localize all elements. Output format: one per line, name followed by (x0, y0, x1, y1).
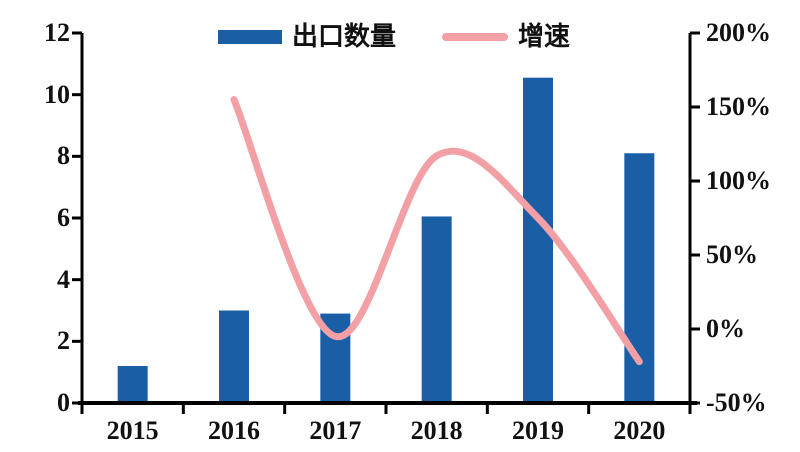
y-left-tick-label: 4 (57, 264, 70, 294)
legend-label-bars: 出口数量 (292, 22, 397, 51)
y-left-tick-label: 8 (57, 141, 70, 171)
legend: 出口数量 增速 (218, 22, 570, 52)
growth-line (230, 96, 643, 366)
bar-2016 (219, 310, 249, 403)
x-tick-label: 2017 (309, 416, 362, 445)
y-left-tick-label: 6 (57, 203, 70, 232)
x-tick-label: 2020 (613, 416, 666, 445)
y-left-tick-label: 10 (44, 79, 70, 109)
bar-series-swatch (218, 30, 282, 44)
x-tick-label: 2019 (512, 416, 564, 445)
x-tick-label: 2018 (410, 416, 463, 445)
y-left-tick-label: 12 (44, 18, 70, 47)
y-right-tick-label: 100% (706, 166, 771, 195)
y-right-tick-label: -50% (706, 388, 767, 417)
bar-2020 (624, 153, 655, 403)
line-series-swatch (442, 33, 509, 41)
y-right-tick-label: 50% (706, 240, 758, 269)
legend-label-line: 增速 (518, 22, 571, 51)
bar-2019 (523, 77, 553, 403)
y-left-tick-label: 2 (57, 326, 70, 356)
y-right-tick-label: 200% (706, 18, 771, 47)
bar-2015 (117, 366, 148, 403)
x-tick-label: 2015 (106, 416, 159, 445)
y-right-tick-label: 0% (706, 314, 745, 343)
y-left-tick-label: 0 (57, 388, 70, 417)
x-tick-label: 2016 (208, 416, 260, 445)
bar-2018 (421, 216, 452, 403)
y-right-tick-label: 150% (706, 92, 771, 121)
